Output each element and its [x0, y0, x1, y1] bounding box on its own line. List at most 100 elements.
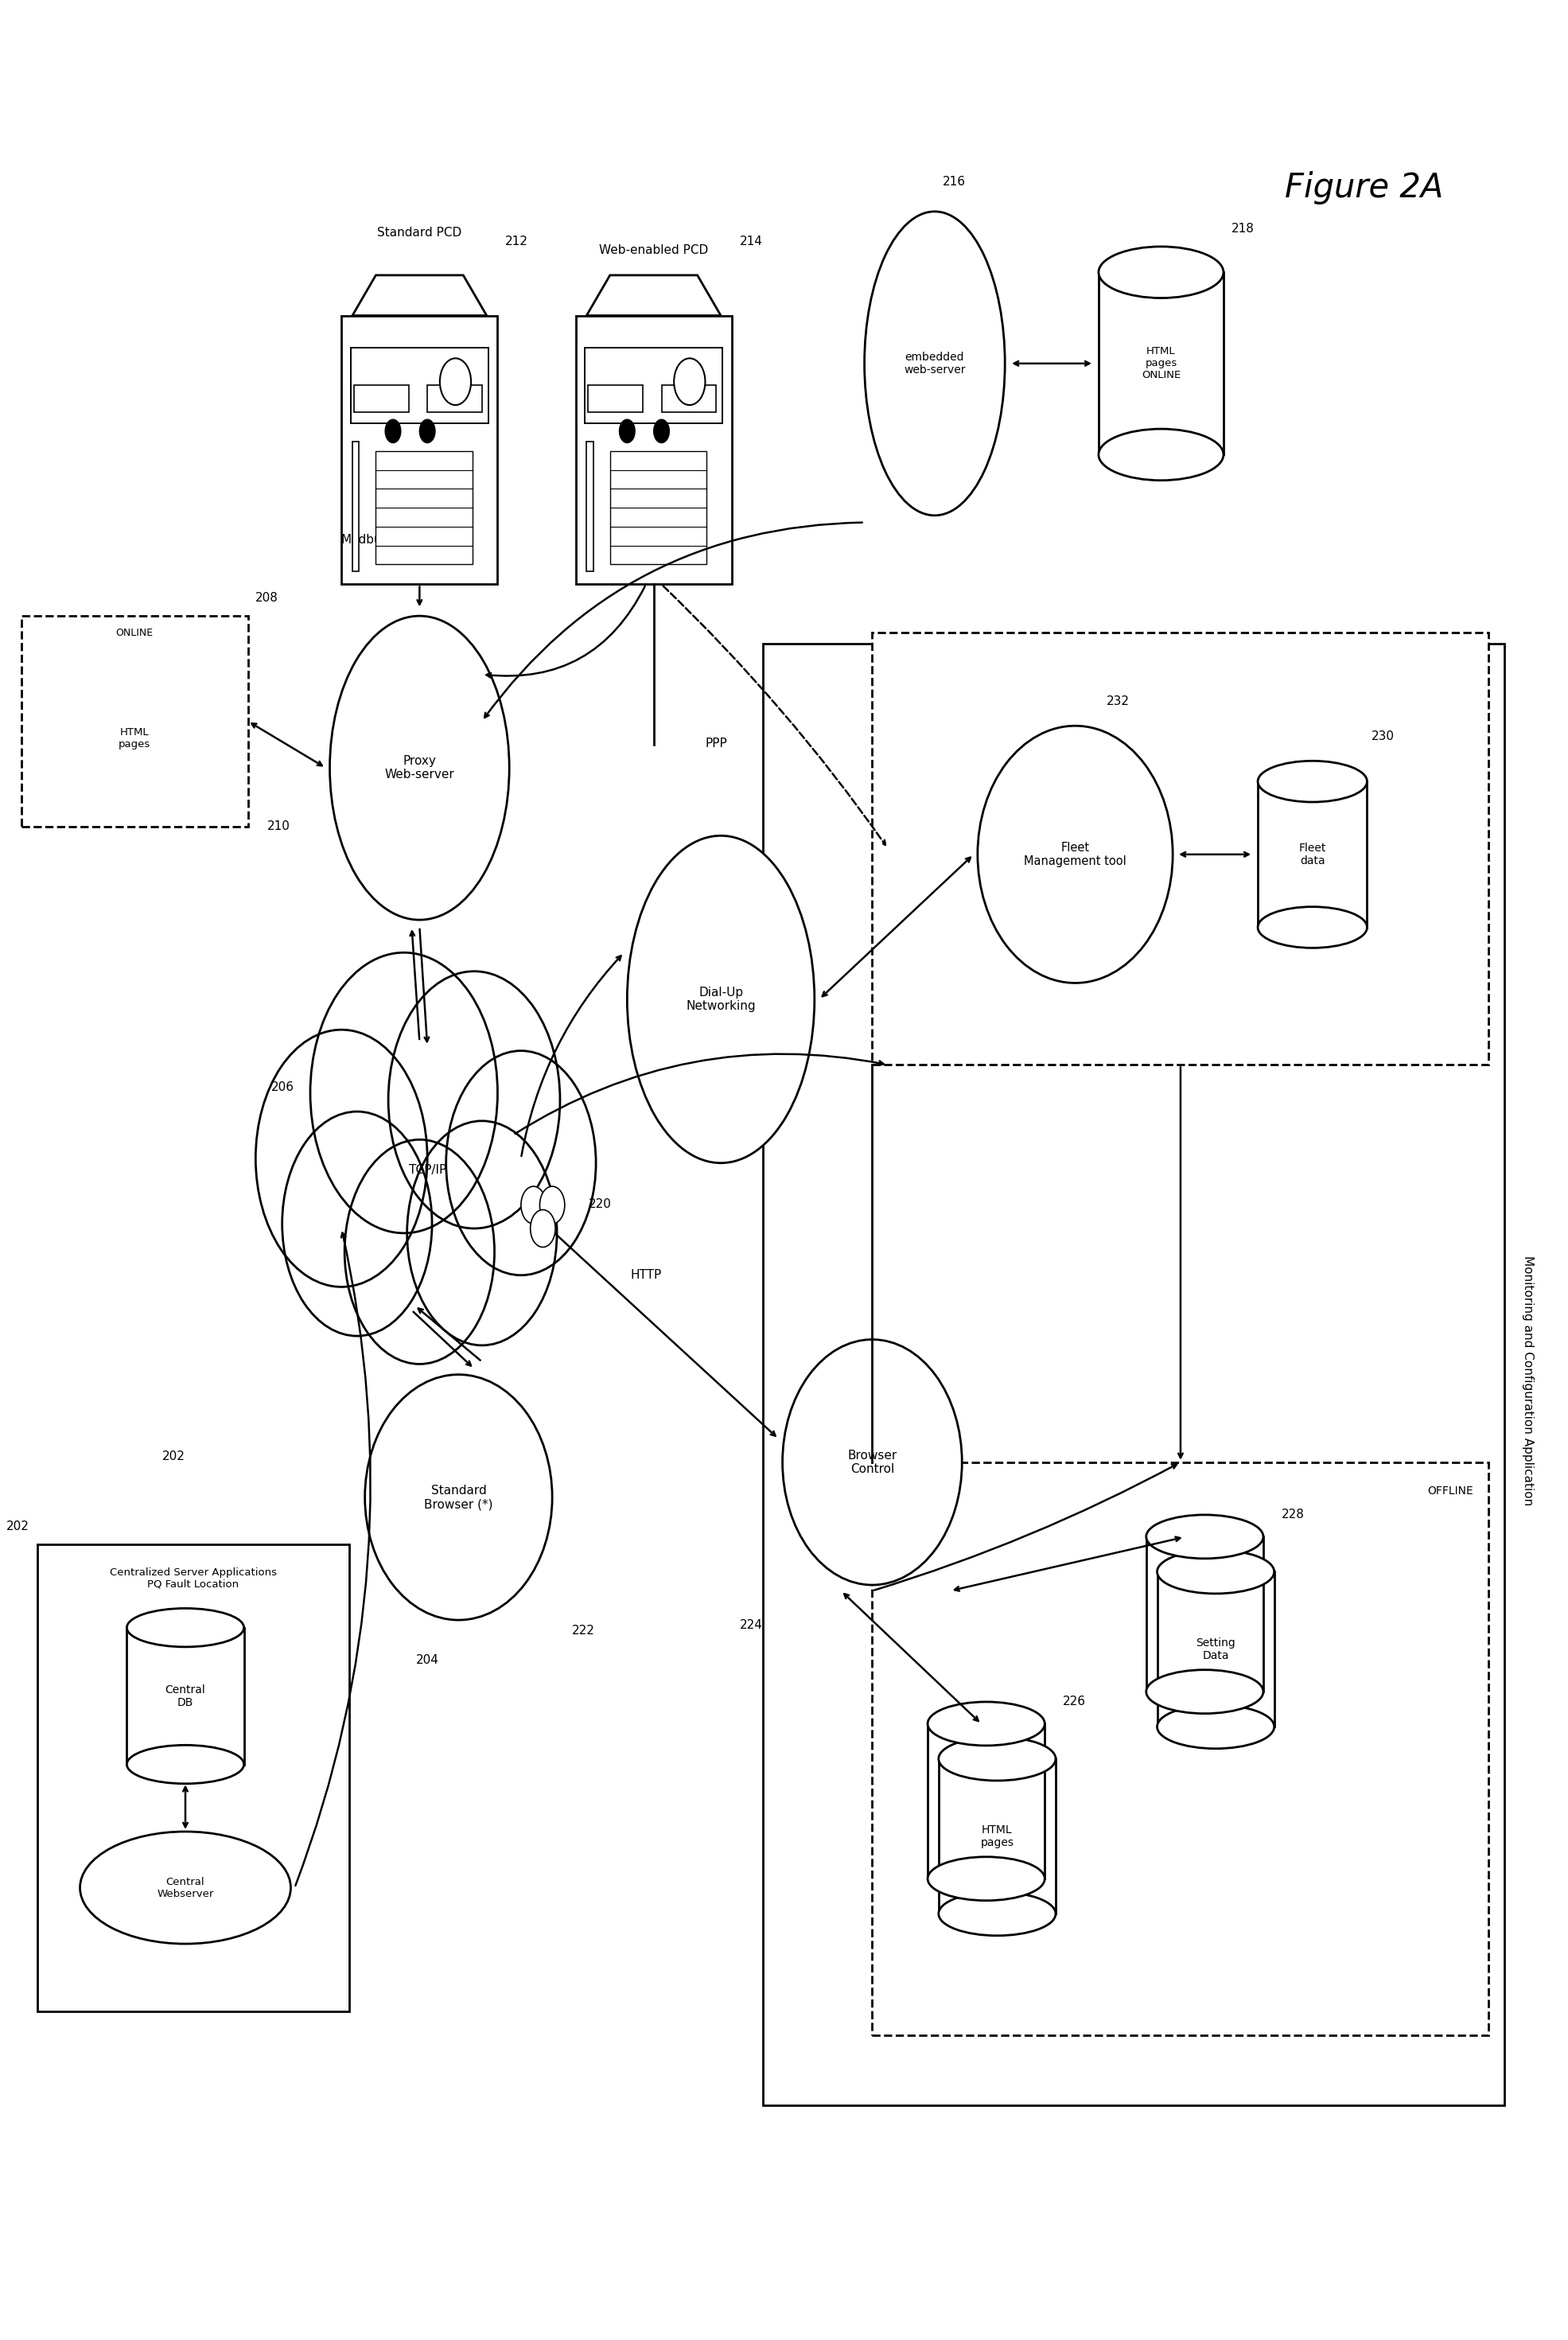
Text: Central
DB: Central DB — [165, 1685, 205, 1708]
Bar — [610, 452, 707, 564]
Text: PPP: PPP — [706, 737, 728, 749]
Text: 202: 202 — [6, 1521, 30, 1533]
Text: 222: 222 — [572, 1624, 594, 1636]
Text: Figure 2A: Figure 2A — [1284, 171, 1443, 206]
Bar — [939, 1760, 1055, 1914]
Text: HTML
pages: HTML pages — [119, 728, 151, 749]
Ellipse shape — [1146, 1514, 1264, 1558]
Text: Browser
Control: Browser Control — [847, 1448, 897, 1474]
Circle shape — [521, 1186, 546, 1224]
Bar — [342, 316, 497, 585]
Bar — [38, 1544, 350, 2012]
Circle shape — [674, 358, 706, 405]
Circle shape — [282, 1111, 433, 1336]
Ellipse shape — [928, 1858, 1044, 1900]
Ellipse shape — [127, 1608, 245, 1647]
Text: Modbus: Modbus — [342, 534, 389, 545]
Text: Standard PCD: Standard PCD — [378, 227, 463, 239]
Circle shape — [445, 1051, 596, 1275]
Circle shape — [310, 952, 497, 1233]
Text: 226: 226 — [1063, 1696, 1085, 1708]
Text: HTML
pages
ONLINE: HTML pages ONLINE — [1142, 346, 1181, 381]
Bar — [1157, 1572, 1275, 1727]
Text: TCP/IP: TCP/IP — [409, 1163, 447, 1177]
Ellipse shape — [1099, 428, 1223, 480]
Bar — [376, 452, 472, 564]
Text: 220: 220 — [588, 1198, 612, 1210]
Circle shape — [345, 1140, 494, 1364]
Circle shape — [439, 358, 470, 405]
Ellipse shape — [365, 1374, 552, 1619]
Bar — [22, 615, 248, 826]
Text: Setting
Data: Setting Data — [1196, 1638, 1236, 1661]
Circle shape — [539, 1186, 564, 1224]
Circle shape — [386, 419, 401, 442]
Text: ONLINE: ONLINE — [116, 627, 154, 639]
Bar — [928, 1725, 1044, 1879]
Bar — [351, 349, 488, 424]
Circle shape — [408, 1121, 557, 1345]
Bar — [764, 644, 1504, 2106]
Text: 214: 214 — [740, 236, 762, 248]
Text: HTTP: HTTP — [630, 1268, 662, 1282]
Ellipse shape — [1258, 908, 1367, 948]
Text: Dial-Up
Networking: Dial-Up Networking — [685, 987, 756, 1013]
Circle shape — [389, 971, 560, 1228]
Text: OFFLINE: OFFLINE — [1427, 1486, 1474, 1498]
Circle shape — [654, 419, 670, 442]
Bar — [586, 442, 593, 571]
Text: Proxy
Web-server: Proxy Web-server — [384, 756, 455, 782]
Text: 232: 232 — [1107, 695, 1129, 707]
Bar — [662, 386, 717, 412]
Text: Fleet
Management tool: Fleet Management tool — [1024, 842, 1126, 868]
Text: Fleet
data: Fleet data — [1298, 842, 1327, 866]
Ellipse shape — [80, 1832, 290, 1945]
Ellipse shape — [1157, 1549, 1275, 1594]
Text: HTML
pages: HTML pages — [980, 1825, 1014, 1849]
Ellipse shape — [939, 1736, 1055, 1781]
Text: Web-enabled PCD: Web-enabled PCD — [599, 246, 709, 257]
Ellipse shape — [864, 211, 1005, 515]
Ellipse shape — [1146, 1671, 1264, 1713]
Ellipse shape — [928, 1701, 1044, 1746]
Text: 202: 202 — [163, 1451, 185, 1462]
Text: Centralized Server Applications
PQ Fault Location: Centralized Server Applications PQ Fault… — [110, 1568, 276, 1589]
Bar — [1258, 782, 1367, 927]
Bar — [127, 1629, 245, 1764]
Text: 204: 204 — [416, 1654, 439, 1666]
Text: 210: 210 — [268, 821, 290, 833]
Bar — [1146, 1537, 1264, 1692]
Text: 208: 208 — [256, 592, 279, 604]
Ellipse shape — [1099, 246, 1223, 297]
Bar — [872, 1462, 1490, 2036]
Text: 230: 230 — [1372, 730, 1396, 742]
Ellipse shape — [127, 1746, 245, 1783]
Ellipse shape — [782, 1338, 963, 1584]
Polygon shape — [586, 276, 721, 316]
Bar — [1099, 271, 1223, 454]
Ellipse shape — [939, 1893, 1055, 1935]
Bar — [575, 316, 732, 585]
Bar — [872, 632, 1490, 1065]
Ellipse shape — [1258, 760, 1367, 803]
Bar — [428, 386, 481, 412]
Text: Central
Webserver: Central Webserver — [157, 1877, 213, 1898]
Polygon shape — [353, 276, 486, 316]
Text: 224: 224 — [740, 1619, 764, 1631]
Text: 212: 212 — [505, 236, 528, 248]
Circle shape — [420, 419, 436, 442]
Text: Monitoring and Configuration Application: Monitoring and Configuration Application — [1523, 1254, 1534, 1505]
Circle shape — [256, 1030, 428, 1287]
Bar — [588, 386, 643, 412]
Circle shape — [530, 1210, 555, 1247]
Text: Standard
Browser (*): Standard Browser (*) — [425, 1484, 492, 1509]
Text: 228: 228 — [1281, 1509, 1305, 1521]
Text: 218: 218 — [1231, 222, 1254, 234]
Bar — [353, 442, 359, 571]
Text: 216: 216 — [942, 175, 966, 187]
Ellipse shape — [977, 725, 1173, 983]
Ellipse shape — [329, 615, 510, 920]
Ellipse shape — [627, 835, 814, 1163]
Bar — [585, 349, 723, 424]
Bar — [354, 386, 409, 412]
